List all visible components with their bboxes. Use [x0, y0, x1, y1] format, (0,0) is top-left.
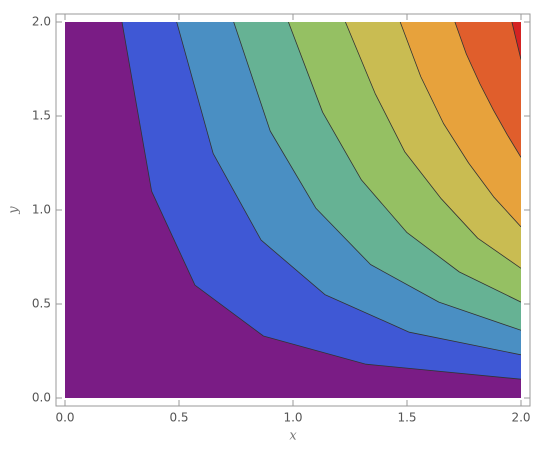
y-tick-label: 0.5: [32, 297, 51, 311]
plot-area: [65, 22, 521, 398]
x-tick-label: 0.0: [55, 411, 74, 425]
contour-line: [233, 22, 521, 331]
x-tick-label: 1.5: [397, 411, 416, 425]
x-axis-label: x: [289, 429, 297, 444]
y-tick-label: 1.0: [32, 203, 51, 217]
x-tick-label: 2.0: [511, 411, 530, 425]
contour-line: [511, 22, 521, 60]
contour-line: [399, 22, 521, 228]
contour-line: [176, 22, 521, 356]
contour-line: [454, 22, 521, 158]
contour-line: [288, 22, 521, 303]
x-tick-label: 0.5: [169, 411, 188, 425]
contour-line: [121, 22, 521, 380]
y-tick-label: 2.0: [32, 15, 51, 29]
y-tick-label: 1.5: [32, 109, 51, 123]
contour-region: [454, 22, 521, 158]
x-tick-label: 1.0: [283, 411, 302, 425]
y-axis-label: y: [7, 206, 22, 215]
y-tick-label: 0.0: [32, 391, 51, 405]
contour-line: [345, 22, 521, 269]
